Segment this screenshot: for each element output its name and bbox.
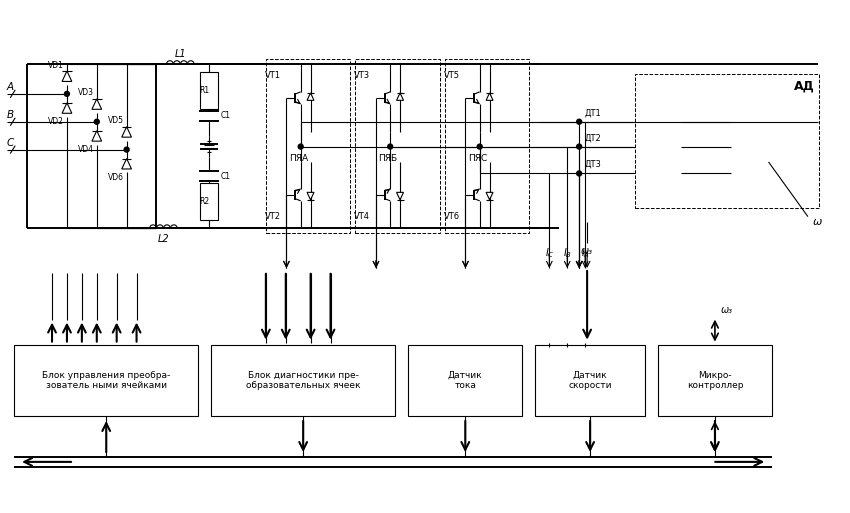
Polygon shape	[486, 192, 493, 200]
Text: VD3: VD3	[78, 88, 94, 97]
Text: A: A	[6, 82, 14, 92]
Text: $I_C$: $I_C$	[545, 246, 554, 260]
Text: VD6: VD6	[108, 173, 123, 182]
Text: ω₃: ω₃	[581, 246, 593, 256]
Circle shape	[576, 171, 581, 176]
Text: Микро-
контроллер: Микро- контроллер	[687, 370, 743, 390]
Text: ДТ3: ДТ3	[584, 160, 601, 169]
Circle shape	[576, 144, 581, 149]
Text: Блок управления преобра-
зователь ными ячейками: Блок управления преобра- зователь ными я…	[42, 370, 170, 390]
Polygon shape	[122, 127, 132, 137]
Polygon shape	[307, 192, 314, 200]
Text: VT5: VT5	[444, 71, 460, 81]
Polygon shape	[486, 93, 493, 101]
Circle shape	[94, 119, 99, 124]
Text: VT2: VT2	[265, 212, 280, 221]
Text: VD2: VD2	[48, 117, 64, 126]
Text: VD4: VD4	[78, 145, 94, 154]
Text: L1: L1	[174, 49, 186, 59]
Text: ω₃: ω₃	[721, 305, 733, 314]
Polygon shape	[307, 93, 314, 101]
Bar	[201, 184, 218, 220]
Text: C1: C1	[221, 172, 231, 181]
Text: VT3: VT3	[354, 71, 371, 81]
Circle shape	[298, 144, 303, 149]
Circle shape	[124, 147, 129, 152]
Bar	[658, 345, 772, 416]
Circle shape	[477, 144, 482, 149]
Bar	[445, 59, 530, 233]
Text: ПЯС: ПЯС	[468, 154, 487, 163]
Bar	[201, 72, 218, 109]
Bar	[211, 345, 395, 416]
Polygon shape	[62, 103, 71, 113]
Text: C1: C1	[221, 111, 231, 120]
Polygon shape	[92, 99, 102, 109]
Polygon shape	[397, 192, 404, 200]
Bar	[266, 59, 350, 233]
Text: B: B	[6, 110, 14, 120]
Bar	[408, 345, 523, 416]
Text: Датчик
скорости: Датчик скорости	[569, 370, 612, 390]
Bar	[536, 345, 645, 416]
Text: $I_B$: $I_B$	[563, 246, 572, 260]
Bar	[635, 74, 819, 208]
Text: VT1: VT1	[265, 71, 280, 81]
Circle shape	[65, 91, 70, 96]
Circle shape	[576, 119, 581, 124]
Text: L2: L2	[157, 234, 169, 244]
Text: ПЯА: ПЯА	[289, 154, 308, 163]
Polygon shape	[62, 71, 71, 82]
Text: Блок диагностики пре-
образовательных ячеек: Блок диагностики пре- образовательных яч…	[246, 370, 360, 390]
Text: VT4: VT4	[354, 212, 371, 221]
Text: $I_A$: $I_A$	[581, 246, 590, 260]
Text: VD5: VD5	[108, 116, 123, 125]
Text: C: C	[6, 137, 14, 148]
Text: R2: R2	[199, 198, 209, 206]
Text: ДТ1: ДТ1	[584, 108, 601, 117]
Text: Датчик
тока: Датчик тока	[448, 370, 483, 390]
Polygon shape	[122, 159, 132, 169]
Polygon shape	[92, 131, 102, 141]
Bar	[355, 59, 440, 233]
Text: ДТ2: ДТ2	[584, 133, 601, 142]
Text: ω: ω	[813, 216, 822, 227]
Text: VD1: VD1	[48, 61, 64, 70]
Text: ПЯБ: ПЯБ	[378, 154, 398, 163]
Text: VT6: VT6	[444, 212, 460, 221]
Circle shape	[388, 144, 393, 149]
Polygon shape	[397, 93, 404, 101]
Text: R1: R1	[199, 86, 209, 95]
Bar	[14, 345, 198, 416]
Text: АД: АД	[794, 80, 814, 92]
